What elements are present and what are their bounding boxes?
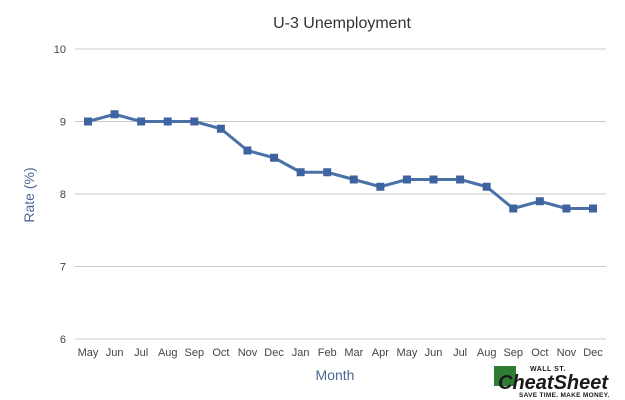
logo-mark-icon <box>494 366 516 386</box>
x-tick-label: Dec <box>583 347 603 359</box>
x-tick-label: May <box>78 347 99 359</box>
cheatsheet-logo: WALL ST. CheatSheet SAVE TIME. MAKE MONE… <box>494 366 610 399</box>
x-tick-label: Mar <box>344 347 363 359</box>
y-tick-label: 9 <box>60 117 66 129</box>
chart-title: U-3 Unemployment <box>273 15 411 32</box>
x-axis-ticks: May Jun Jul Aug Sep Oct Nov Dec Jan Feb Mar Apr May J… <box>78 347 604 359</box>
data-point <box>402 175 411 184</box>
data-point <box>84 117 92 126</box>
data-point <box>243 146 252 155</box>
x-tick-label: May <box>397 347 418 359</box>
x-tick-label: Jul <box>453 347 467 359</box>
data-point <box>562 204 571 213</box>
x-tick-label: Oct <box>531 347 548 359</box>
x-tick-label: Aug <box>477 347 497 359</box>
x-axis-label: Month <box>316 367 355 383</box>
series-group <box>84 110 597 213</box>
x-tick-label: Jan <box>292 347 310 359</box>
data-point <box>535 197 544 206</box>
logo-tagline: SAVE TIME. MAKE MONEY. <box>519 392 610 399</box>
x-tick-label: Dec <box>264 347 284 359</box>
data-point <box>216 124 225 133</box>
logo-name: CheatSheet <box>498 372 609 394</box>
x-tick-label: Jun <box>106 347 124 359</box>
x-tick-label: Aug <box>158 347 178 359</box>
data-point <box>110 110 119 119</box>
x-tick-label: Jul <box>134 347 148 359</box>
x-tick-label: Sep <box>503 347 523 359</box>
data-point <box>429 175 438 184</box>
data-point <box>376 182 385 191</box>
x-tick-label: Nov <box>238 347 258 359</box>
x-tick-label: Sep <box>185 347 205 359</box>
y-tick-label: 6 <box>60 334 66 346</box>
data-point <box>509 204 518 213</box>
y-tick-label: 7 <box>60 262 66 274</box>
data-point <box>482 182 491 191</box>
x-tick-label: Apr <box>372 347 389 359</box>
data-point <box>270 153 279 162</box>
x-tick-label: Jun <box>425 347 443 359</box>
data-point <box>137 117 146 126</box>
x-tick-label: Nov <box>557 347 577 359</box>
data-point <box>456 175 465 184</box>
y-axis-ticks: 6 7 8 9 10 <box>54 44 66 346</box>
gridlines <box>75 48 606 340</box>
data-point <box>589 204 597 213</box>
x-tick-label: Feb <box>318 347 337 359</box>
logo-top-text: WALL ST. <box>530 366 566 373</box>
y-axis-label: Rate (%) <box>21 167 37 222</box>
series-line <box>87 112 593 210</box>
data-point <box>296 168 305 177</box>
x-tick-label: Oct <box>212 347 229 359</box>
y-tick-label: 8 <box>60 189 66 201</box>
data-point <box>163 117 172 126</box>
y-tick-label: 10 <box>54 44 66 56</box>
data-point <box>349 175 358 184</box>
data-point <box>190 117 199 126</box>
data-point <box>323 168 332 177</box>
